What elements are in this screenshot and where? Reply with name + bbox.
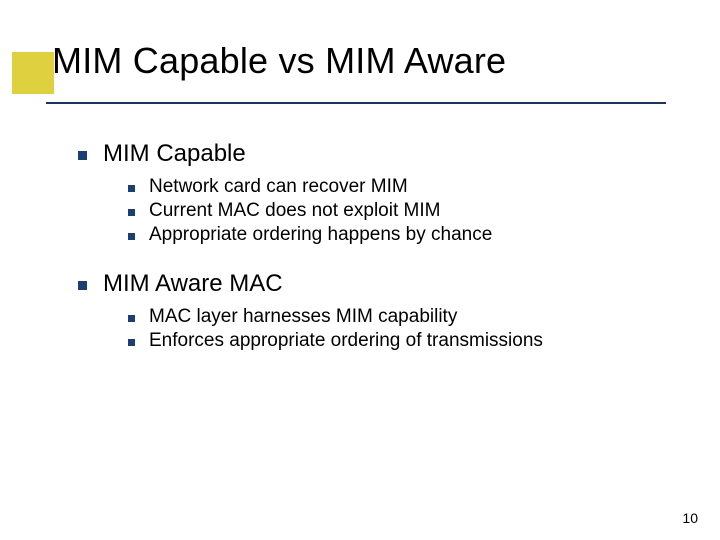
title-accent-block	[12, 52, 54, 94]
square-bullet-icon	[128, 233, 135, 240]
list-item-text: Appropriate ordering happens by chance	[149, 224, 492, 246]
list-item: Network card can recover MIM	[128, 176, 678, 198]
list-item-text: MAC layer harnesses MIM capability	[149, 306, 457, 328]
title-underline	[46, 102, 666, 104]
list-item-text: Enforces appropriate ordering of transmi…	[149, 330, 543, 352]
section-heading-text: MIM Aware MAC	[103, 270, 283, 298]
list-item-text: Current MAC does not exploit MIM	[149, 200, 440, 222]
square-bullet-icon	[128, 315, 135, 322]
square-bullet-icon	[128, 339, 135, 346]
list-item: Appropriate ordering happens by chance	[128, 224, 678, 246]
slide: MIM Capable vs MIM Aware MIM Capable Net…	[0, 0, 720, 540]
list-item: Current MAC does not exploit MIM	[128, 200, 678, 222]
square-bullet-icon	[128, 209, 135, 216]
page-number: 10	[682, 510, 698, 526]
square-bullet-icon	[78, 281, 87, 290]
list-item: Enforces appropriate ordering of transmi…	[128, 330, 678, 352]
square-bullet-icon	[128, 185, 135, 192]
slide-content: MIM Capable Network card can recover MIM…	[78, 140, 678, 376]
section-items: MAC layer harnesses MIM capability Enfor…	[128, 306, 678, 352]
slide-title: MIM Capable vs MIM Aware	[52, 40, 506, 82]
section-heading: MIM Capable	[78, 140, 678, 168]
list-item-text: Network card can recover MIM	[149, 176, 408, 198]
list-item: MAC layer harnesses MIM capability	[128, 306, 678, 328]
square-bullet-icon	[78, 151, 87, 160]
section-heading: MIM Aware MAC	[78, 270, 678, 298]
section-heading-text: MIM Capable	[103, 140, 246, 168]
section-items: Network card can recover MIM Current MAC…	[128, 176, 678, 246]
